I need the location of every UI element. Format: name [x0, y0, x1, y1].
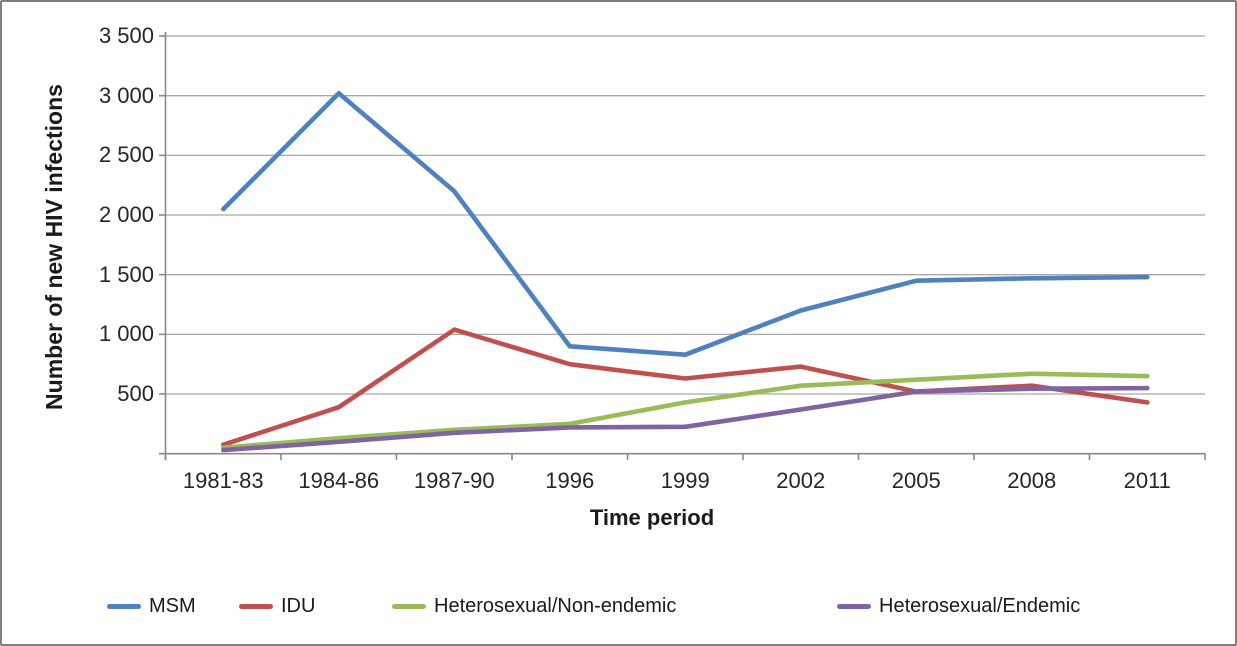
y-tick-label: 3 500: [98, 23, 154, 49]
x-tick-label: 2011: [1123, 468, 1171, 493]
y-tick-label: 1 500: [98, 261, 154, 287]
x-tick-label: 2005: [891, 468, 941, 493]
legend-label: MSM: [149, 595, 196, 617]
x-axis-title: Time period: [589, 505, 715, 530]
x-tick-label: 1987-90: [413, 468, 495, 493]
legend-label: Heterosexual/Endemic: [879, 595, 1081, 617]
series-line-heterosexual-endemic: [221, 385, 1150, 453]
x-tick-label: 1984-86: [298, 468, 380, 493]
legend-key-line-hetero-endemic: [837, 603, 871, 609]
legend-key-line-hetero-non-endemic: [392, 603, 426, 609]
y-axis-title: Number of new HIV infections: [41, 84, 67, 410]
x-tick-label: 2008: [1007, 468, 1057, 493]
legend-item-hetero-non-endemic: Heterosexual/Non-endemic: [392, 592, 676, 620]
legend-key-line-msm: [107, 603, 141, 609]
x-tick-label: 1981-83: [182, 468, 264, 493]
y-tick-label: 2 500: [98, 142, 154, 168]
y-tick-label: 1 000: [98, 321, 154, 347]
legend-label: IDU: [281, 595, 316, 617]
legend-key-line-idu: [239, 603, 273, 609]
legend-label: Heterosexual/Non-endemic: [434, 595, 677, 617]
legend: MSM IDU Heterosexual/Non-endemic Heteros…: [2, 592, 1235, 620]
legend-item-msm: MSM: [107, 592, 196, 620]
y-tick-label: 500: [117, 381, 154, 407]
legend-item-hetero-endemic: Heterosexual/Endemic: [837, 592, 1080, 620]
series-line-msm: [221, 91, 1150, 358]
x-tick-label: 2002: [776, 468, 826, 493]
series-line-heterosexual-non-endemic: [221, 371, 1150, 451]
x-tick-label: 1999: [660, 468, 710, 493]
y-tick-label: 3 000: [98, 82, 154, 108]
y-tick-label: 2 000: [98, 202, 154, 228]
legend-item-idu: IDU: [239, 592, 315, 620]
x-tick-label: 1996: [545, 468, 595, 493]
